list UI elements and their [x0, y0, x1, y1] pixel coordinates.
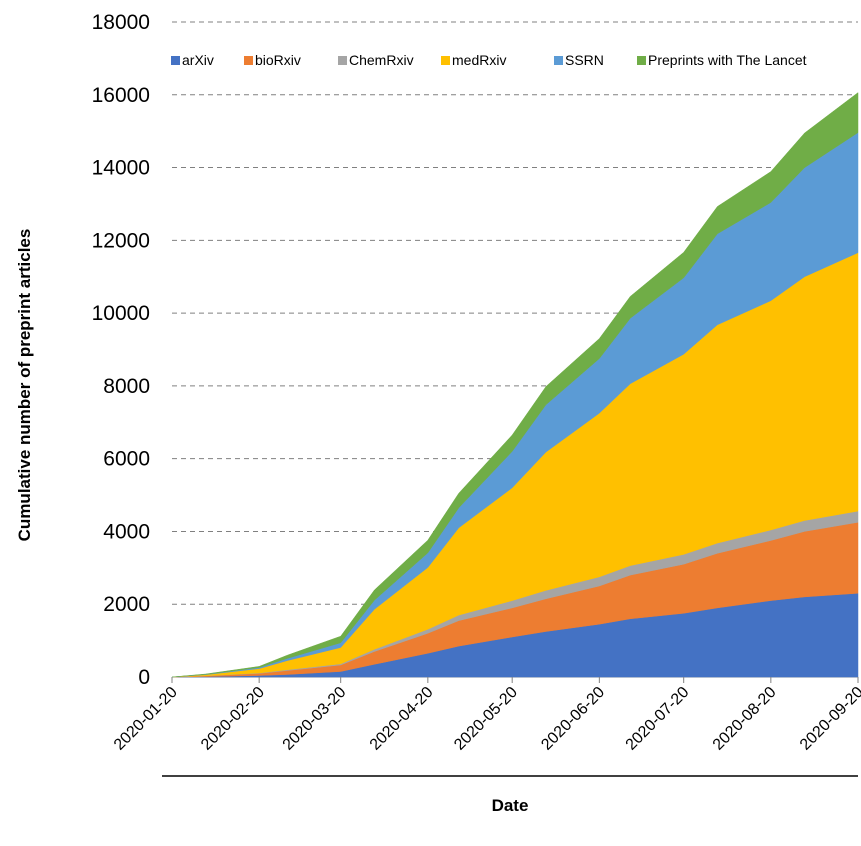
legend-label: ChemRxiv: [349, 52, 414, 68]
y-tick-label: 18000: [92, 11, 150, 34]
y-tick-label: 16000: [92, 84, 150, 107]
x-tick-label: 2020-08-20: [710, 684, 780, 754]
y-tick-label: 14000: [92, 157, 150, 180]
x-tick-label: 2020-05-20: [451, 684, 521, 754]
y-tick-label: 12000: [92, 229, 150, 252]
x-tick-label: 2020-02-20: [198, 684, 268, 754]
legend-swatch: [338, 56, 347, 65]
y-axis-ticks: 0 2000 4000 6000 8000 10000 12000 14000 16000 180…: [92, 11, 150, 689]
y-tick-label: 4000: [103, 520, 150, 543]
x-axis-ticks: 2020-01-20 2020-02-20 2020-03-20 2020-04-20…: [111, 677, 861, 754]
y-tick-label: 0: [138, 666, 150, 689]
x-tick-label: 2020-04-20: [367, 684, 437, 754]
x-tick-label: 2020-01-20: [111, 684, 181, 754]
legend-label: SSRN: [565, 52, 604, 68]
y-tick-label: 2000: [103, 593, 150, 616]
legend-swatch: [637, 56, 646, 65]
legend-label: arXiv: [182, 52, 214, 68]
y-axis-title: Cumulative number of preprint articles: [15, 229, 34, 542]
legend-swatch: [244, 56, 253, 65]
legend-swatch: [554, 56, 563, 65]
y-tick-label: 8000: [103, 375, 150, 398]
x-tick-label: 2020-06-20: [538, 684, 608, 754]
x-tick-label: 2020-07-20: [623, 684, 693, 754]
x-tick-label: 2020-03-20: [280, 684, 350, 754]
x-tick-label: 2020-09-20: [797, 684, 861, 754]
legend-swatch: [171, 56, 180, 65]
area-series: [171, 92, 859, 678]
legend-swatch: [441, 56, 450, 65]
x-axis-title: Date: [492, 796, 529, 815]
legend-label: bioRxiv: [255, 52, 301, 68]
legend: arXiv bioRxiv ChemRxiv medRxiv SSRN Preprints…: [171, 52, 807, 68]
area-preprints-with-the-lancet: [171, 92, 859, 678]
legend-label: medRxiv: [452, 52, 506, 68]
y-tick-label: 6000: [103, 448, 150, 471]
legend-label: Preprints with The Lancet: [648, 52, 807, 68]
y-tick-label: 10000: [92, 302, 150, 325]
